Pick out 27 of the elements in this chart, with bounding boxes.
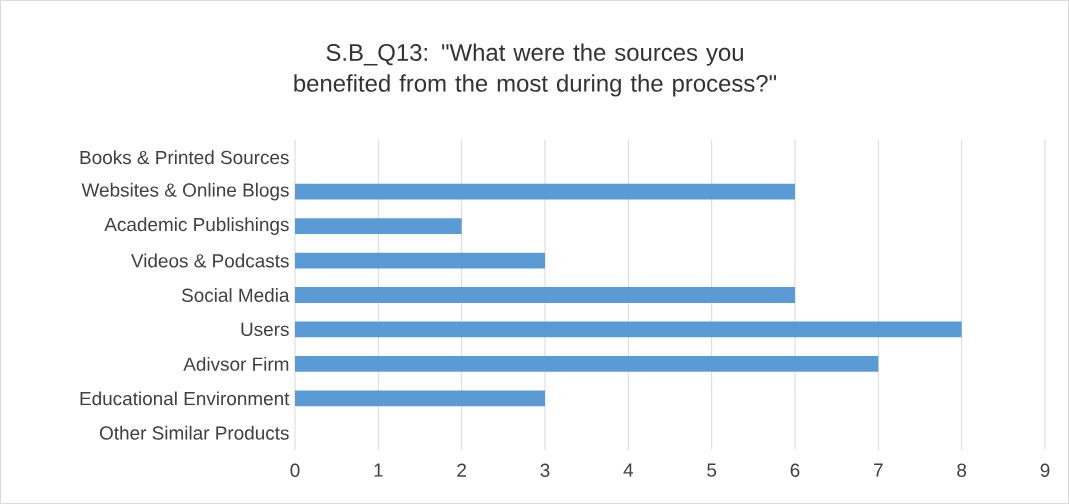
bar [295, 287, 796, 303]
y-tick-label: Websites & Online Blogs [81, 182, 289, 201]
bar [295, 355, 879, 372]
y-tick-label: Videos & Podcasts [131, 253, 289, 268]
bar [295, 321, 962, 338]
bar [295, 252, 545, 269]
y-tick-label: Books & Printed Sources [80, 150, 289, 165]
y-tick-label: Other Similar Products [99, 425, 289, 440]
x-tick-label: 1 [374, 463, 383, 477]
x-tick-label: 8 [957, 463, 967, 477]
y-tick-label: Social Media [181, 288, 290, 302]
y-tick-label: Educational Environment [80, 391, 290, 406]
y-tick-label: Adivsor Firm [183, 356, 289, 371]
x-tick-label: 2 [457, 463, 466, 477]
x-tick-label: 3 [540, 463, 550, 477]
x-tick-label: 6 [790, 463, 800, 477]
x-tick-label: 5 [707, 463, 717, 477]
bar [295, 183, 796, 200]
y-tick-label: Users [241, 322, 289, 337]
x-tick-label: 4 [623, 463, 634, 477]
bar [295, 390, 545, 407]
bar [295, 218, 462, 235]
x-tick-label: 0 [290, 463, 300, 477]
x-tick-label: 7 [874, 463, 883, 477]
chart-title: S.B_Q13: "What were the sources you benefited from the most during the process?" [294, 43, 777, 97]
x-tick-label: 9 [1040, 463, 1050, 477]
y-tick-label: Academic Publishings [104, 217, 289, 235]
